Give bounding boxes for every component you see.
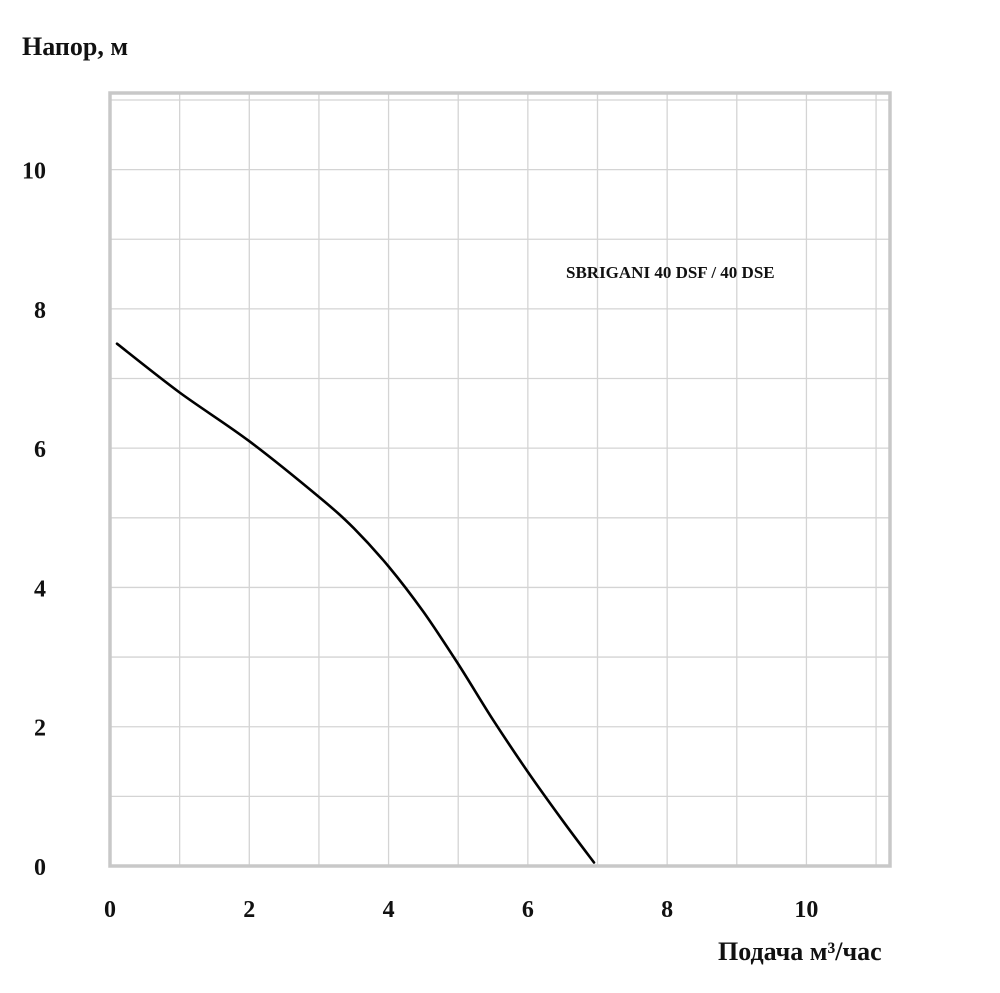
plot-frame	[108, 91, 892, 868]
y-tick-label: 10	[22, 159, 46, 185]
x-tick-labels: 0 2 4 6 8 10	[104, 897, 818, 923]
y-tick-label: 4	[34, 576, 46, 602]
x-axis-title: Подача м³/час	[718, 937, 882, 966]
y-tick-label: 0	[34, 855, 46, 881]
x-tick-label: 2	[243, 897, 255, 923]
y-tick-label: 2	[34, 716, 46, 742]
x-tick-label: 4	[383, 897, 395, 923]
x-tick-label: 0	[104, 897, 116, 923]
y-tick-labels: 0 2 4 6 8 10	[22, 159, 46, 881]
x-tick-label: 8	[661, 897, 673, 923]
y-axis-title: Напор, м	[22, 32, 128, 61]
y-tick-label: 8	[34, 298, 46, 324]
model-annotation: SBRIGANI 40 DSF / 40 DSE	[566, 263, 775, 282]
x-tick-label: 10	[794, 897, 818, 923]
y-tick-label: 6	[34, 437, 46, 463]
grid	[110, 93, 890, 866]
pump-curve-line	[115, 342, 596, 864]
x-tick-label: 6	[522, 897, 534, 923]
